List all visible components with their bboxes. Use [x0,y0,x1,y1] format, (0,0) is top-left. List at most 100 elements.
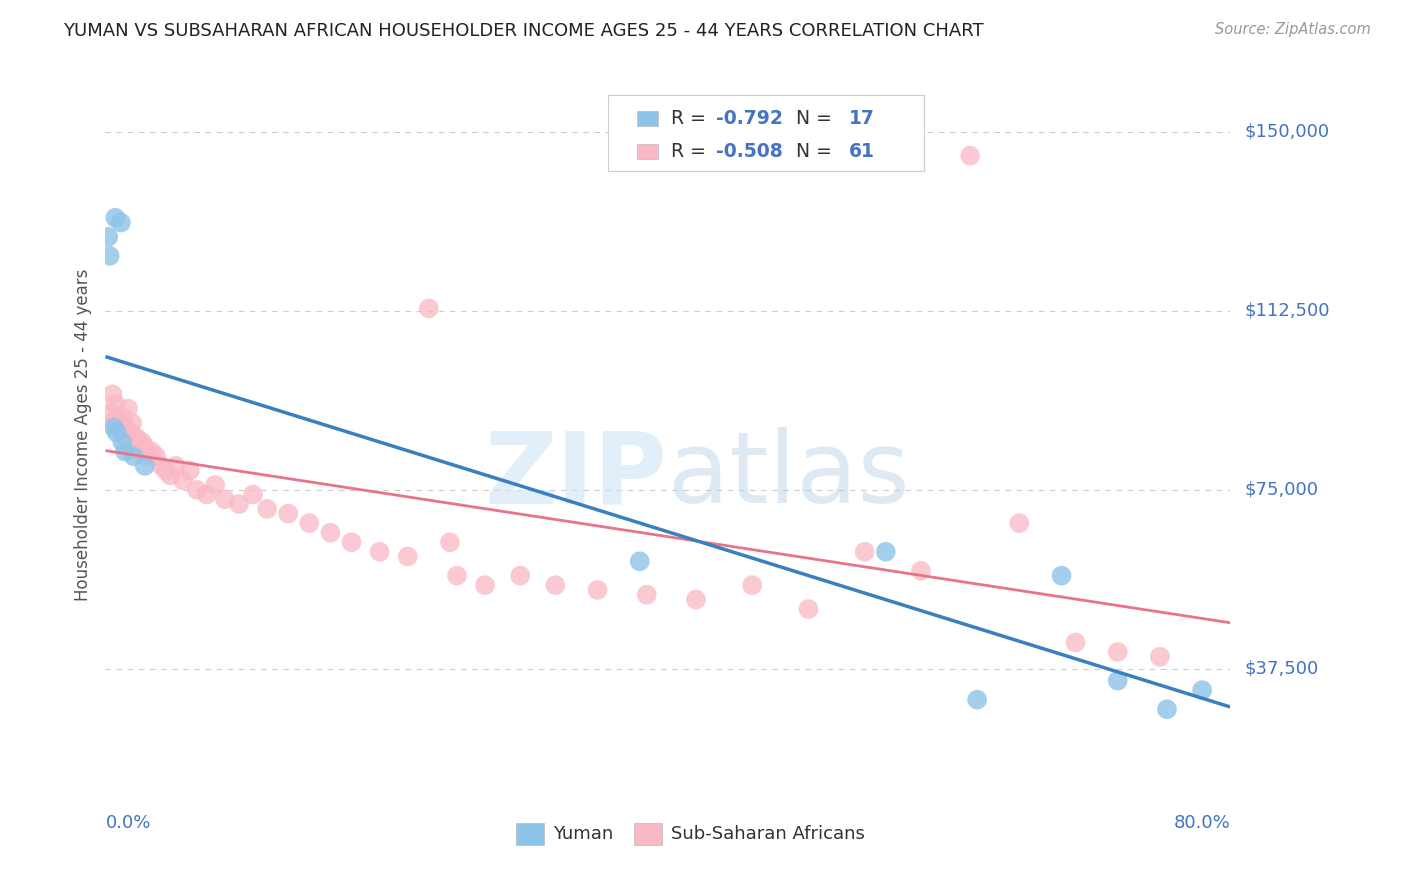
Point [103,420,125,434]
Point [228,497,250,511]
Point [439,535,461,549]
Point [298,516,321,530]
Point [134,440,156,454]
Point [118,435,141,450]
Point [340,535,363,549]
Point [121,416,143,430]
Point [875,545,897,559]
Point [101,387,124,401]
Text: $75,000: $75,000 [1244,481,1319,499]
Point [179,464,201,478]
Point [98,249,121,263]
Text: ZIP: ZIP [485,427,668,524]
Text: 61: 61 [849,142,875,161]
Text: R =: R = [671,109,711,128]
Bar [637,144,658,159]
Point [165,458,187,473]
Point [474,578,496,592]
Text: R =: R = [671,142,711,161]
Point [544,578,567,592]
Text: YUMAN VS SUBSAHARAN AFRICAN HOUSEHOLDER INCOME AGES 25 - 44 YEARS CORRELATION CH: YUMAN VS SUBSAHARAN AFRICAN HOUSEHOLDER … [63,22,984,40]
Point [628,554,651,568]
Point [204,478,226,492]
FancyBboxPatch shape [609,95,924,170]
Point [128,444,150,458]
Point [685,592,707,607]
Point [114,444,136,458]
Point [586,582,609,597]
Point [155,464,177,478]
Text: N =: N = [783,109,838,128]
Point [242,487,264,501]
Point [195,487,218,501]
Point [107,420,129,434]
Point [104,211,127,225]
Point [256,501,278,516]
Text: N =: N = [783,142,838,161]
Point [319,525,342,540]
Point [150,458,173,473]
Point [108,416,131,430]
Text: -0.792: -0.792 [716,109,783,128]
Point [186,483,208,497]
Point [105,411,128,425]
Point [418,301,440,316]
Point [1156,702,1178,716]
Point [1008,516,1031,530]
Point [112,411,135,425]
Point [114,430,136,444]
Point [136,450,159,464]
Point [1050,568,1073,582]
Point [110,215,132,229]
Point [141,444,163,458]
Point [853,545,876,559]
Text: -0.508: -0.508 [716,142,783,161]
Point [1107,645,1129,659]
Point [97,229,120,244]
Point [396,549,419,564]
Text: 0.0%: 0.0% [105,814,150,831]
Point [172,473,194,487]
Point [509,568,531,582]
Point [104,397,127,411]
Point [368,545,391,559]
Bar [516,823,544,845]
Point [111,435,134,450]
Point [105,425,128,440]
Point [966,692,988,706]
Point [741,578,763,592]
Bar [637,112,658,126]
Point [277,507,299,521]
Point [959,149,981,163]
Text: Source: ZipAtlas.com: Source: ZipAtlas.com [1215,22,1371,37]
Point [797,602,820,616]
Point [100,406,122,420]
Point [214,492,236,507]
Point [111,425,134,440]
Point [910,564,932,578]
Text: $112,500: $112,500 [1244,301,1330,319]
Point [120,425,142,440]
Point [145,450,167,464]
Point [1107,673,1129,688]
Text: Yuman: Yuman [553,825,613,843]
Point [125,430,148,444]
Point [131,435,153,450]
Text: $37,500: $37,500 [1244,660,1319,678]
Point [122,440,145,454]
Point [134,458,156,473]
Point [159,468,181,483]
Point [110,420,132,434]
Point [103,416,125,430]
Bar [634,823,662,845]
Point [636,588,658,602]
Point [446,568,468,582]
Point [1149,649,1171,664]
Point [117,401,139,416]
Point [1191,683,1213,698]
Point [115,420,138,434]
Point [1064,635,1087,649]
Text: $150,000: $150,000 [1244,123,1329,141]
Text: atlas: atlas [668,427,910,524]
Text: 80.0%: 80.0% [1174,814,1230,831]
